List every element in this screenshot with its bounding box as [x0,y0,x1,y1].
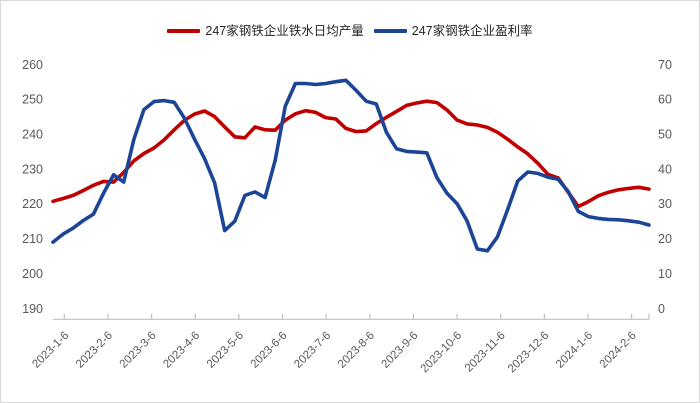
x-axis-month-label: 2023-3-6 [118,330,159,371]
production-line-swatch [167,29,201,33]
x-axis-month-label: 2024-1-6 [554,330,595,371]
right-axis-tick-label: 70 [658,58,672,72]
x-axis-month-label: 2023-12-6 [506,330,552,376]
x-axis-month-label: 2023-6-6 [249,330,290,371]
profit-line-swatch [373,29,407,33]
legend-label-profit: 247家钢铁企业盈利率 [411,24,533,38]
left-axis-tick-label: 220 [22,197,43,211]
x-axis-labels: 2023-1-6 2023-2-6 2023-3-6 2023-4-6 2023-5-6… [30,330,638,376]
right-axis-tick-label: 50 [658,128,672,142]
left-axis-tick-label: 200 [22,267,43,281]
left-axis-tick-label: 190 [22,302,43,316]
chart-legend: 247家钢铁企业铁水日均产量 247家钢铁企业盈利率 [1,23,699,39]
x-axis-month-label: 2024-2-6 [598,330,639,371]
x-axis-month-label: 2023-5-6 [205,330,246,371]
right-axis-tick-label: 10 [658,267,672,281]
x-axis-month-label: 2023-10-6 [419,330,465,376]
x-axis [53,313,650,320]
right-axis-tick-label: 40 [658,162,672,176]
legend-label-production: 247家钢铁企业铁水日均产量 [205,24,364,38]
right-axis-labels: 0 10 20 30 40 50 60 70 [658,58,672,316]
left-axis-labels: 190 200 210 220 230 240 250 260 [22,58,43,316]
left-axis-tick-label: 250 [22,93,43,107]
left-axis-tick-label: 210 [22,232,43,246]
x-axis-month-label: 2023-1-6 [30,330,71,371]
x-axis-month-label: 2023-9-6 [379,330,420,371]
left-axis-tick-label: 240 [22,128,43,142]
left-axis-tick-label: 260 [22,58,43,72]
legend-item-profit: 247家钢铁企业盈利率 [373,23,533,39]
x-axis-month-label: 2023-2-6 [74,330,115,371]
x-axis-month-label: 2023-11-6 [463,330,508,375]
x-axis-month-label: 2023-7-6 [292,330,333,371]
right-axis-tick-label: 20 [658,232,672,246]
right-axis-tick-label: 30 [658,197,672,211]
right-axis-tick-label: 60 [658,93,672,107]
right-axis-tick-label: 0 [658,302,665,316]
profit-line-series [51,78,651,253]
legend-item-production: 247家钢铁企业铁水日均产量 [167,23,364,39]
left-axis-tick-label: 230 [22,162,43,176]
production-line-series [51,99,651,209]
x-axis-month-label: 2023-4-6 [161,330,202,371]
x-axis-month-label: 2023-8-6 [336,330,377,371]
